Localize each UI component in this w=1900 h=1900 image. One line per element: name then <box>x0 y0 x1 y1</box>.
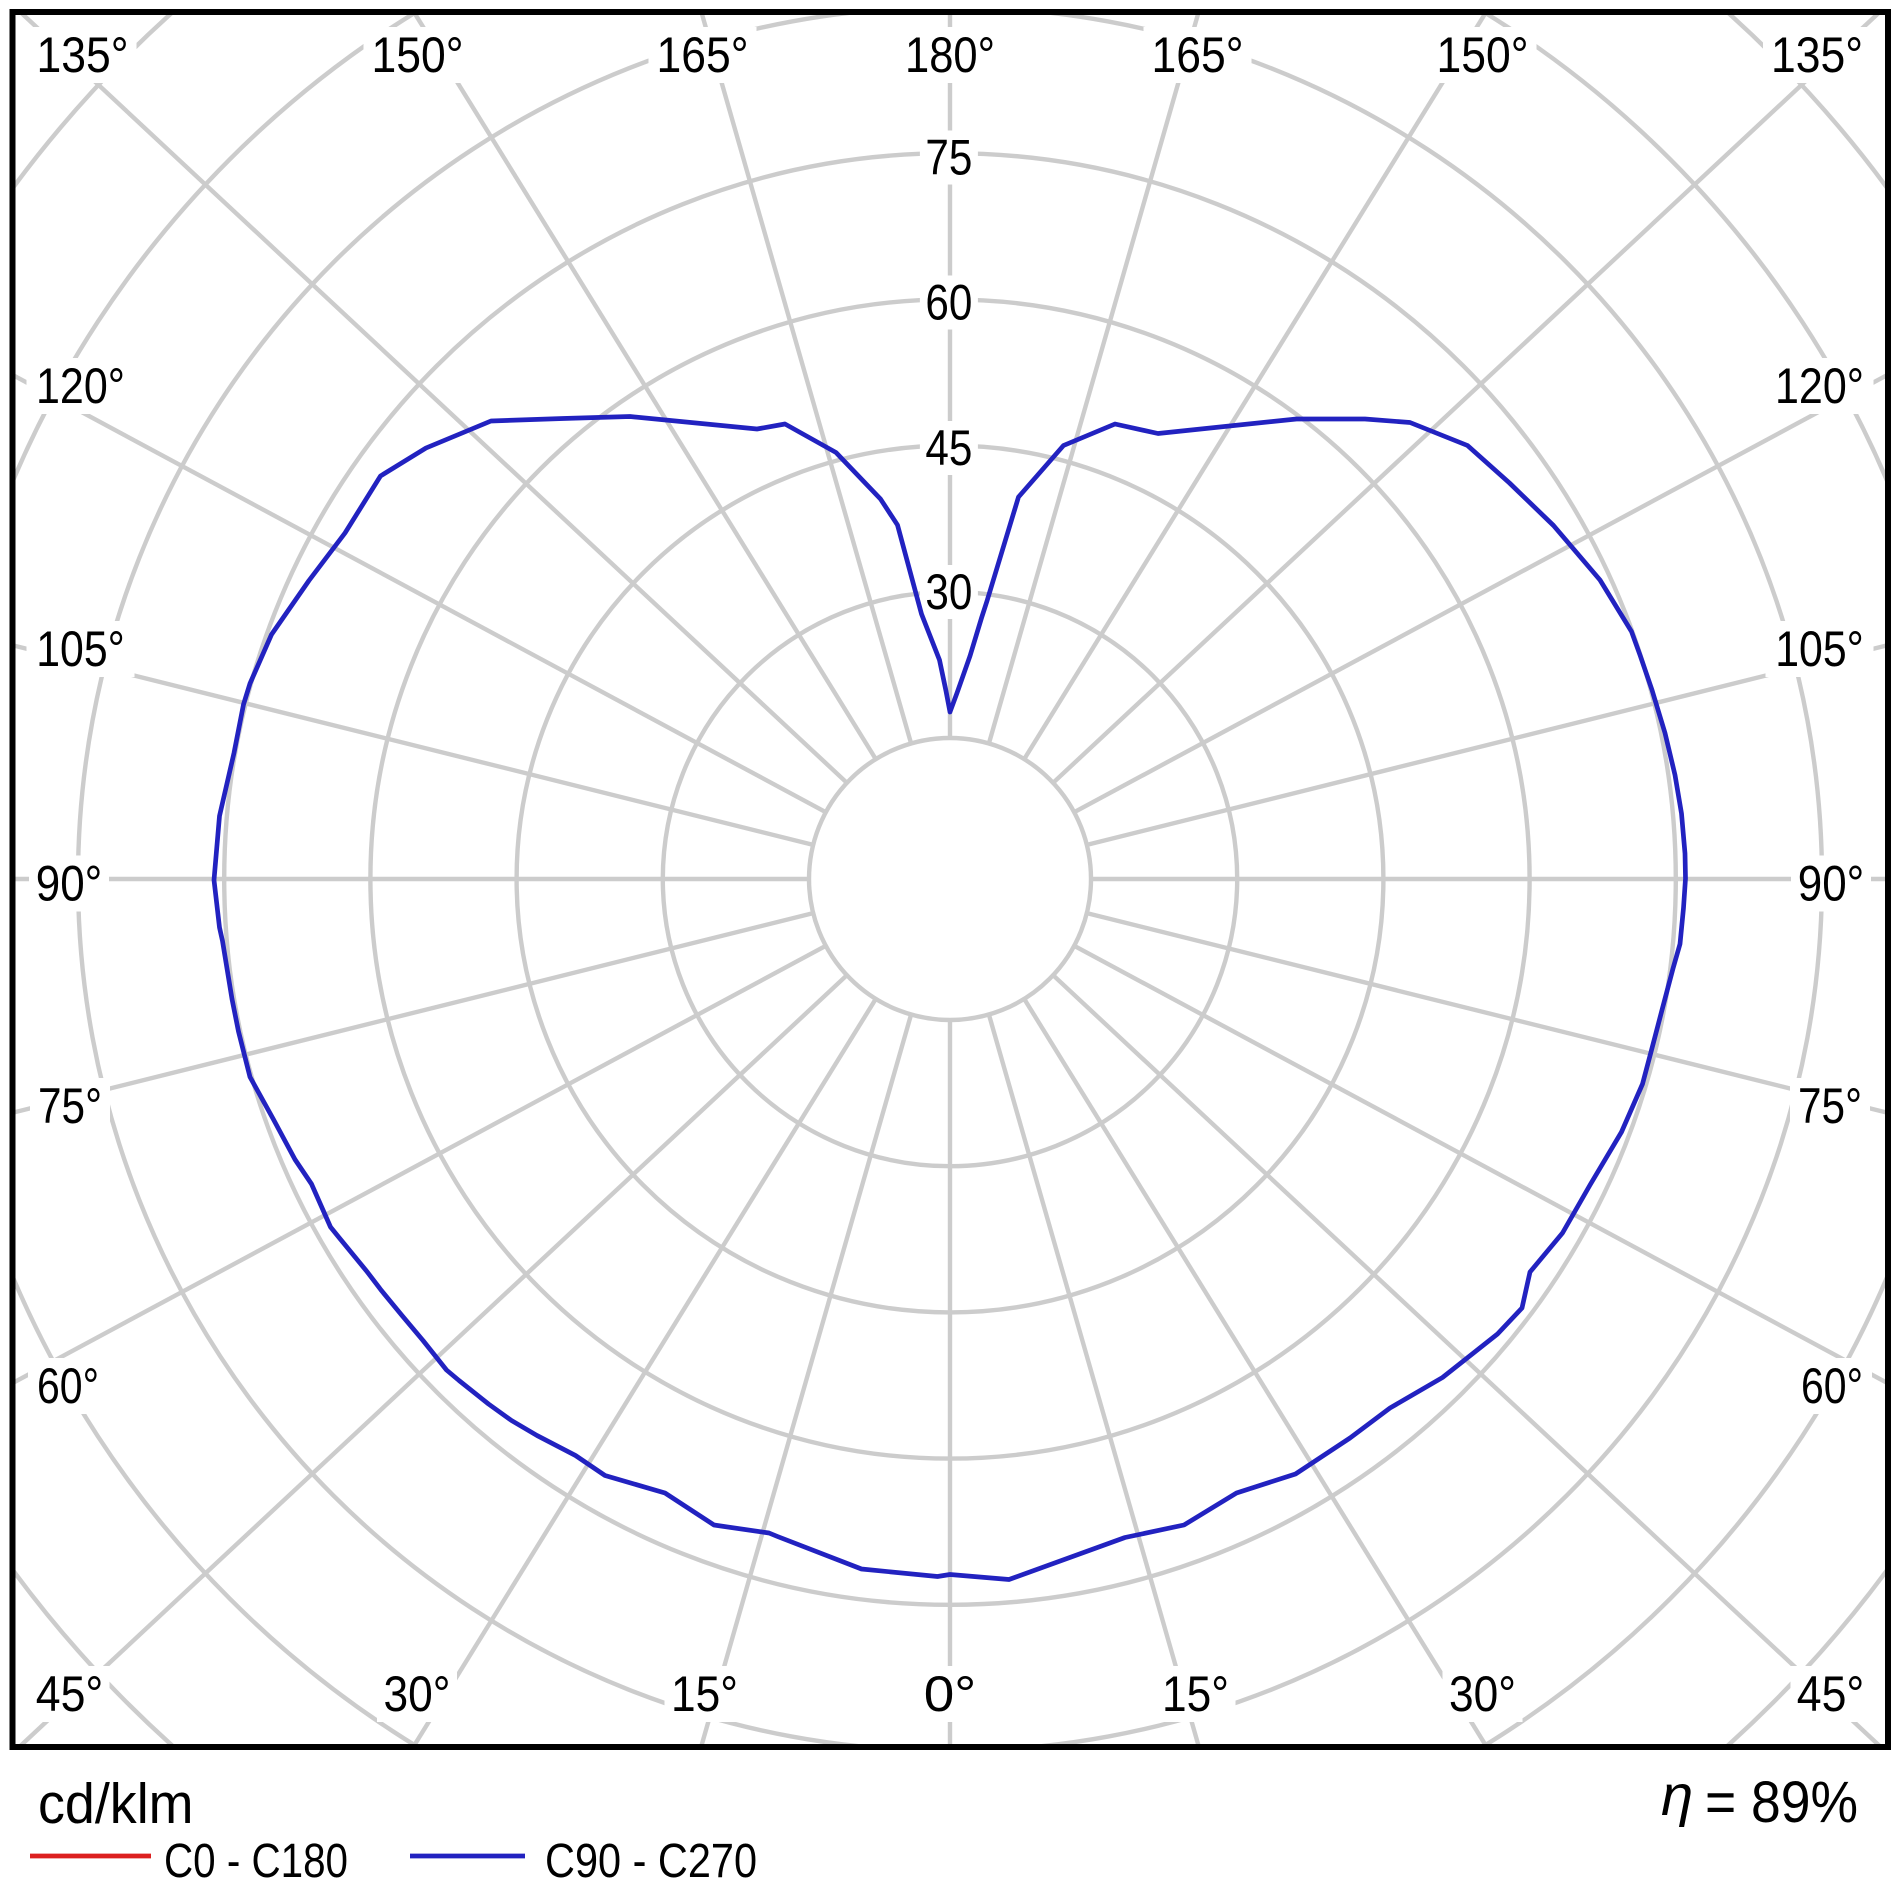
svg-text:15°: 15° <box>671 1666 738 1722</box>
svg-text:165°: 165° <box>657 27 749 83</box>
svg-text:105°: 105° <box>36 621 125 677</box>
svg-text:135°: 135° <box>37 27 129 83</box>
svg-text:75: 75 <box>925 130 972 186</box>
svg-text:60: 60 <box>925 275 972 331</box>
svg-text:30: 30 <box>925 564 972 620</box>
svg-text:C0 - C180: C0 - C180 <box>164 1835 348 1888</box>
svg-text:45: 45 <box>925 420 972 476</box>
svg-text:cd/klm: cd/klm <box>38 1772 194 1836</box>
svg-text:90°: 90° <box>36 856 103 912</box>
svg-text:150°: 150° <box>372 27 464 83</box>
svg-text:90°: 90° <box>1798 856 1865 912</box>
svg-text:150°: 150° <box>1437 27 1529 83</box>
svg-text:165°: 165° <box>1152 27 1244 83</box>
svg-text:0°: 0° <box>924 1666 977 1722</box>
svg-text:= 89%: = 89% <box>1705 1770 1858 1835</box>
svg-text:105°: 105° <box>1775 621 1864 677</box>
svg-text:120°: 120° <box>1775 358 1864 414</box>
svg-text:75°: 75° <box>38 1078 102 1134</box>
svg-text:120°: 120° <box>36 358 125 414</box>
svg-text:60°: 60° <box>1801 1358 1863 1414</box>
svg-text:45°: 45° <box>36 1666 104 1722</box>
svg-text:135°: 135° <box>1771 27 1863 83</box>
svg-text:30°: 30° <box>1449 1666 1516 1722</box>
svg-text:45°: 45° <box>1797 1666 1865 1722</box>
svg-text:C90 - C270: C90 - C270 <box>545 1835 757 1888</box>
svg-text:60°: 60° <box>37 1358 99 1414</box>
svg-text:η: η <box>1661 1763 1693 1828</box>
svg-text:30°: 30° <box>384 1666 451 1722</box>
svg-text:15°: 15° <box>1162 1666 1229 1722</box>
svg-text:180°: 180° <box>905 27 995 83</box>
svg-text:75°: 75° <box>1798 1078 1862 1134</box>
